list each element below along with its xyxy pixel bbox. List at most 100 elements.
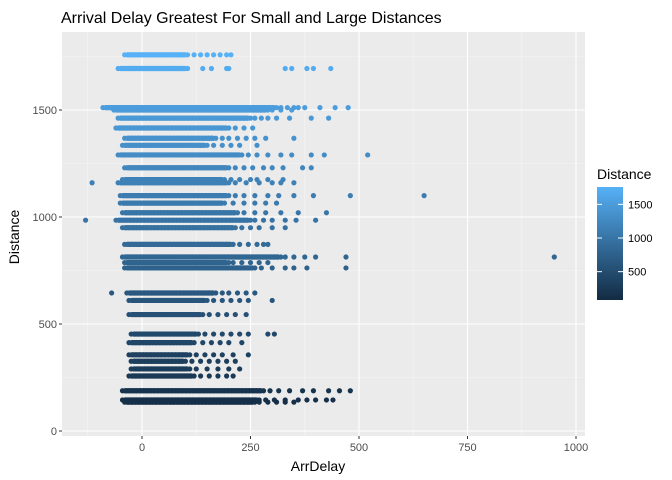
data-point xyxy=(317,105,323,111)
y-tick-label: 1000 xyxy=(33,212,57,224)
data-point xyxy=(313,217,319,223)
data-point xyxy=(282,265,288,271)
data-point xyxy=(193,352,199,358)
data-point xyxy=(124,290,130,296)
data-point xyxy=(237,176,243,183)
data-point xyxy=(295,210,301,216)
data-point xyxy=(239,225,245,231)
data-point xyxy=(230,373,236,379)
data-point xyxy=(151,352,157,358)
data-point xyxy=(250,165,256,171)
data-point xyxy=(127,290,133,296)
data-point xyxy=(204,142,210,148)
data-point xyxy=(232,180,238,186)
data-point xyxy=(234,135,241,141)
data-point xyxy=(226,290,232,296)
data-point xyxy=(197,373,204,379)
data-point xyxy=(109,290,115,296)
data-point xyxy=(241,165,247,171)
data-point xyxy=(326,115,332,121)
data-point xyxy=(149,290,155,296)
data-point xyxy=(289,107,295,113)
data-point xyxy=(202,331,208,337)
data-point xyxy=(282,217,288,223)
data-point xyxy=(291,180,297,186)
data-point xyxy=(226,366,232,372)
data-point xyxy=(330,397,336,403)
data-point xyxy=(291,135,297,141)
data-point xyxy=(209,290,215,296)
x-axis-title: ArrDelay xyxy=(291,458,345,474)
data-point xyxy=(265,193,271,199)
data-point xyxy=(144,352,150,358)
data-point xyxy=(263,210,269,216)
data-point xyxy=(163,290,169,296)
data-point xyxy=(237,297,243,304)
y-axis-ticks: 0 500 1000 1500 xyxy=(33,105,62,438)
x-tick-label: 500 xyxy=(350,442,368,454)
data-point xyxy=(193,366,199,372)
data-point xyxy=(138,290,144,296)
data-point xyxy=(187,366,193,372)
data-point xyxy=(142,290,148,296)
data-point xyxy=(323,210,330,216)
data-point xyxy=(219,331,225,337)
data-point xyxy=(265,152,271,158)
data-point xyxy=(237,241,243,247)
data-point xyxy=(308,165,314,171)
data-point xyxy=(295,397,301,403)
data-point xyxy=(134,290,141,296)
data-point xyxy=(243,290,249,296)
data-point xyxy=(187,352,193,358)
data-point xyxy=(345,105,351,111)
data-point xyxy=(271,331,277,337)
data-point xyxy=(254,142,260,148)
data-point xyxy=(332,105,338,111)
data-point xyxy=(221,200,228,206)
data-point xyxy=(126,352,132,358)
data-point xyxy=(269,297,275,304)
data-point xyxy=(282,254,288,260)
data-point xyxy=(313,254,319,260)
data-point xyxy=(206,311,212,318)
data-point xyxy=(206,373,212,379)
data-point xyxy=(247,225,254,231)
data-point xyxy=(256,180,262,186)
data-point xyxy=(302,105,308,111)
x-tick-label: 1000 xyxy=(564,442,588,454)
data-point xyxy=(232,125,238,131)
data-point xyxy=(260,241,267,247)
data-point xyxy=(254,152,260,158)
data-point xyxy=(224,358,230,364)
chart-title: Arrival Delay Greatest For Small and Lar… xyxy=(61,10,442,27)
data-point xyxy=(278,254,284,260)
data-point xyxy=(265,399,271,405)
data-point xyxy=(273,399,280,405)
data-point xyxy=(265,176,271,183)
data-point xyxy=(154,352,161,358)
data-point xyxy=(247,176,254,183)
x-tick-label: 750 xyxy=(458,442,476,454)
data-point xyxy=(200,65,206,72)
data-point xyxy=(189,358,195,364)
data-point xyxy=(273,115,280,121)
data-point xyxy=(234,290,241,296)
data-point xyxy=(252,193,258,199)
data-point xyxy=(286,115,293,121)
data-point xyxy=(291,399,297,405)
data-point xyxy=(191,373,197,379)
data-point xyxy=(174,290,180,296)
y-tick-label: 0 xyxy=(51,426,57,438)
data-point xyxy=(237,142,243,148)
data-point xyxy=(256,225,262,231)
data-point xyxy=(282,65,288,72)
data-point xyxy=(131,290,137,296)
data-point xyxy=(224,373,230,379)
data-point xyxy=(245,241,251,247)
data-point xyxy=(252,399,258,405)
data-point xyxy=(226,125,232,131)
data-point xyxy=(278,210,284,216)
data-point xyxy=(291,254,297,260)
data-point xyxy=(299,388,306,394)
data-point xyxy=(269,180,275,186)
